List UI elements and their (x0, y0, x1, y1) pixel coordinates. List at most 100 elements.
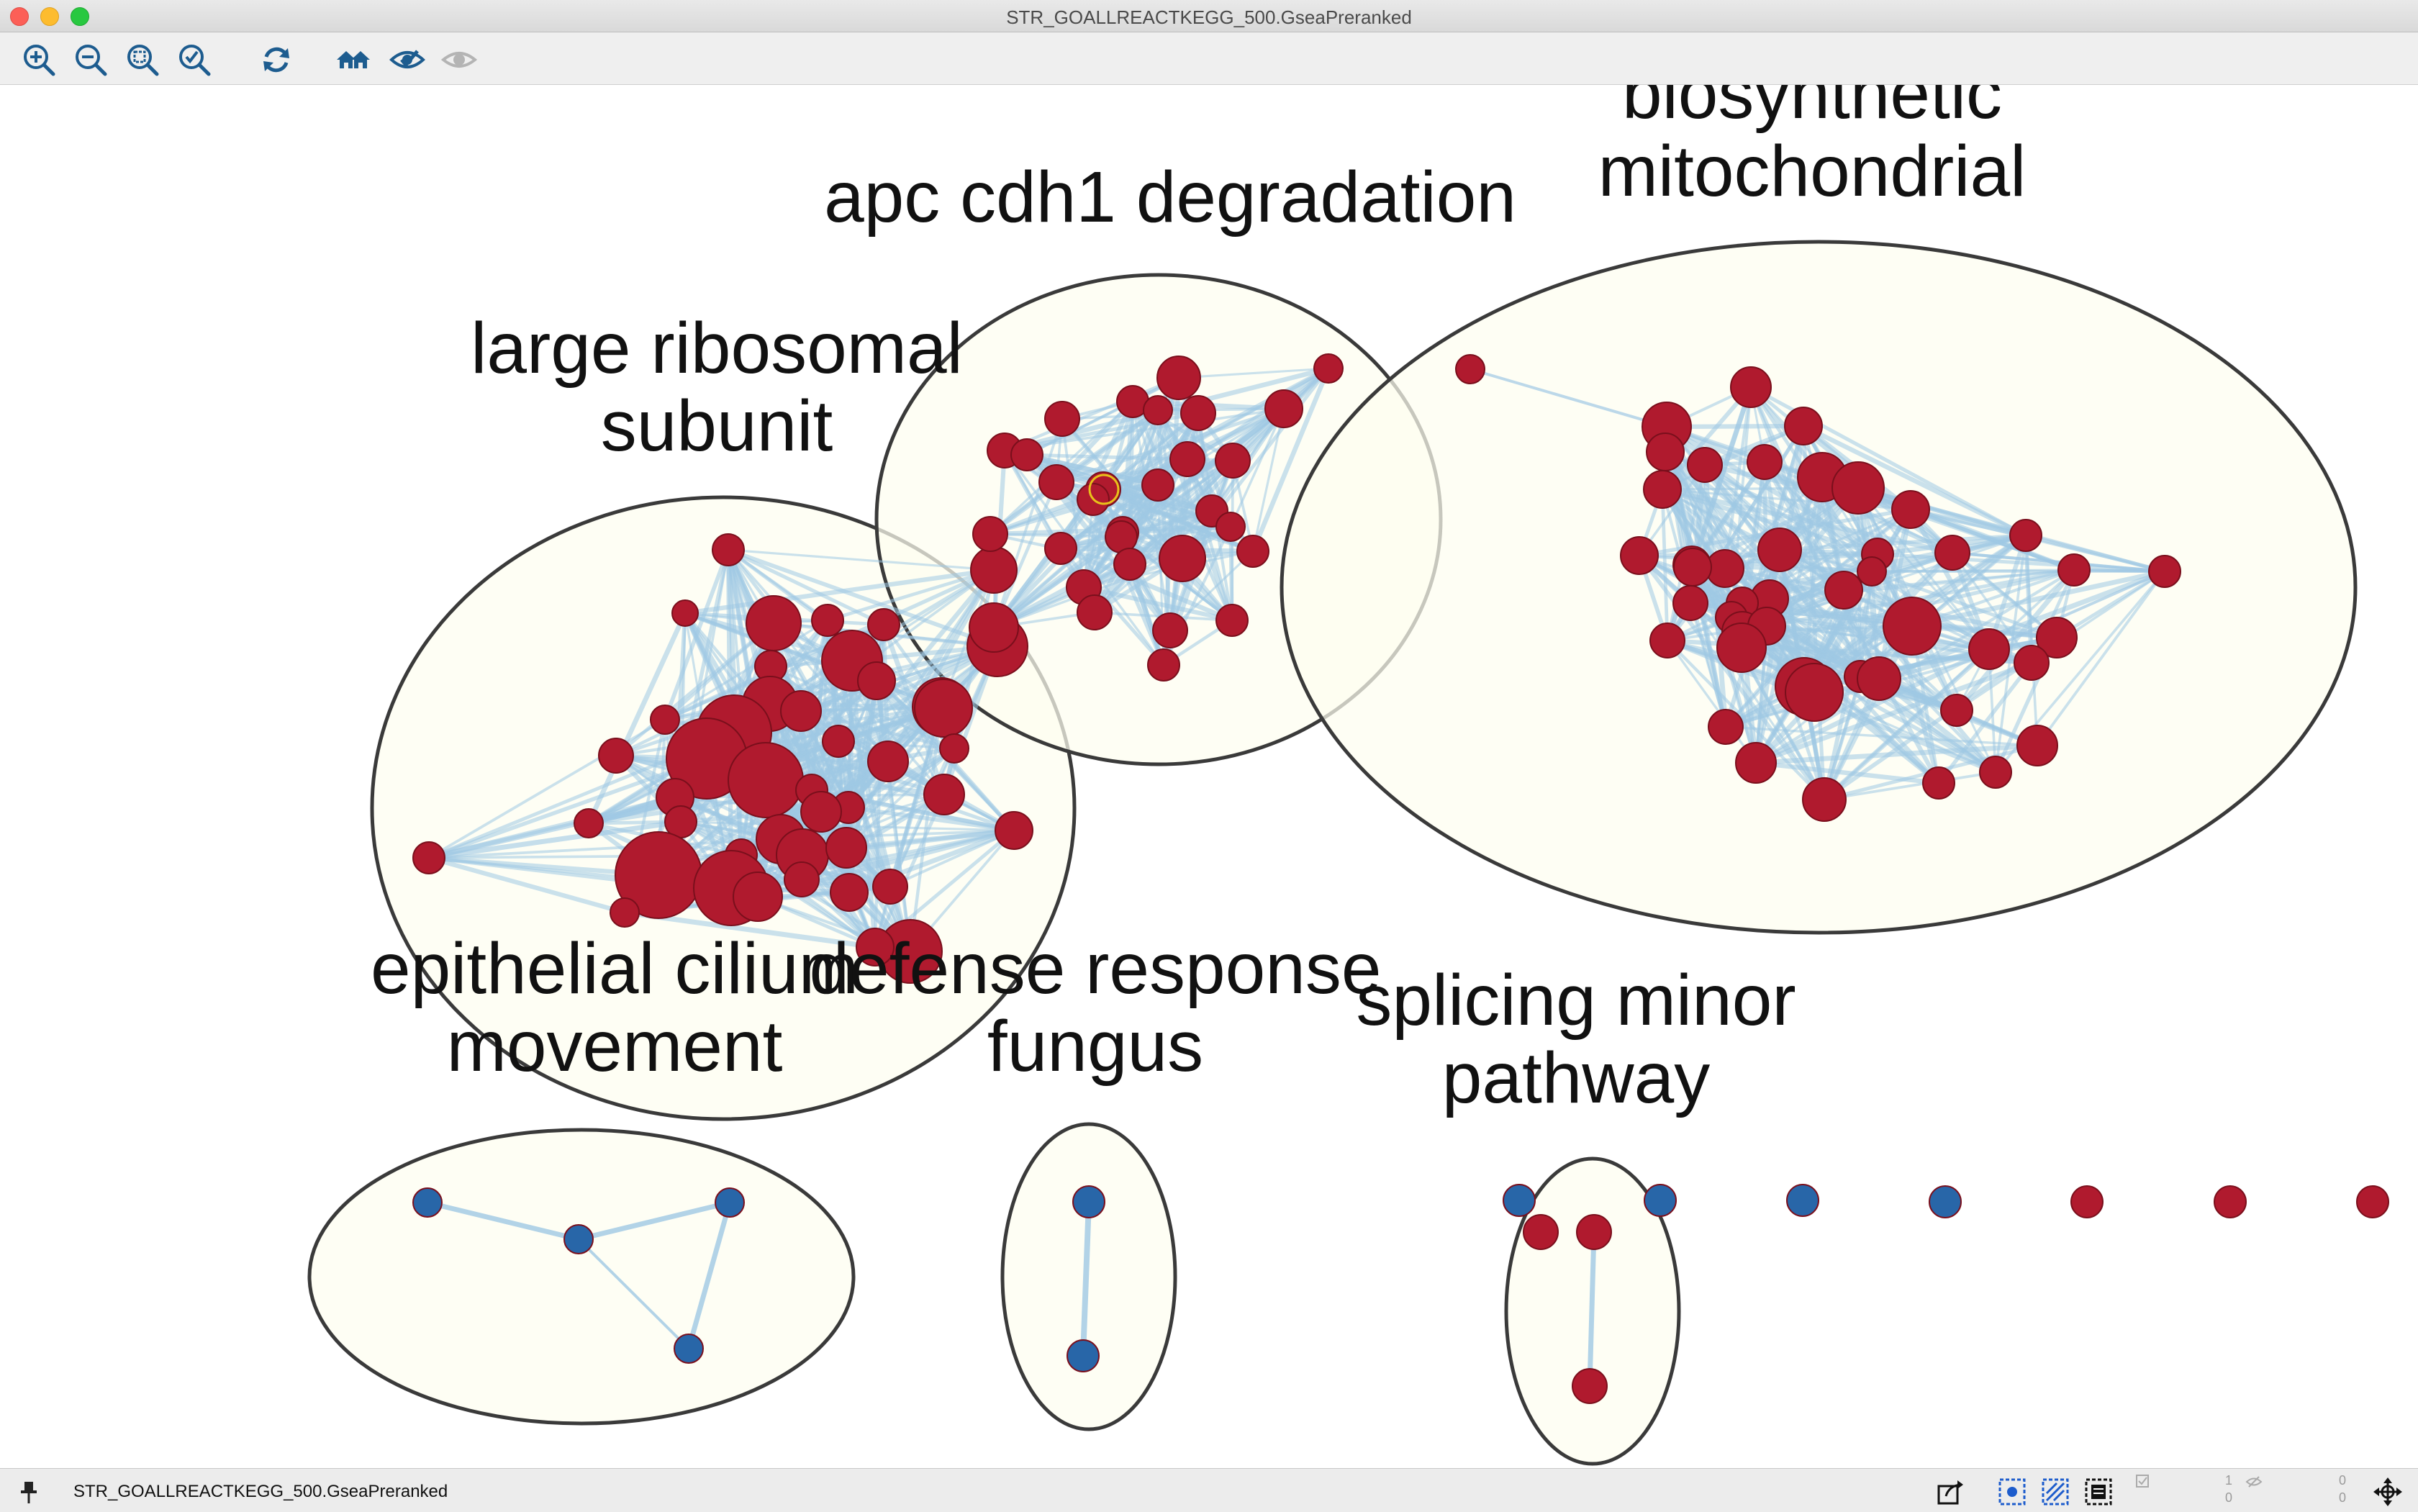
network-node[interactable] (1576, 1214, 1612, 1250)
show-button[interactable] (440, 41, 478, 78)
cluster-splicing-minor-label[interactable]: pathway (1442, 1038, 1710, 1118)
network-node[interactable] (1646, 433, 1685, 471)
network-canvas[interactable]: large ribosomal subunit apc cdh1 degradati… (0, 85, 2418, 1468)
cluster-large-ribosomal-label[interactable]: large ribosomal (471, 308, 963, 389)
pin-button[interactable] (13, 1476, 45, 1508)
zoom-selected-button[interactable] (176, 41, 213, 78)
network-node[interactable] (1180, 395, 1216, 431)
network-node[interactable] (598, 738, 634, 774)
network-node[interactable] (872, 869, 908, 905)
network-node[interactable] (970, 546, 1018, 594)
network-node[interactable] (822, 725, 855, 758)
network-node[interactable] (1891, 490, 1930, 529)
network-node[interactable] (923, 774, 965, 815)
network-node[interactable] (574, 808, 604, 838)
network-node[interactable] (972, 516, 1008, 552)
network-node[interactable] (1455, 354, 1485, 384)
network-node[interactable] (1747, 444, 1783, 480)
network-node[interactable] (1968, 628, 2010, 670)
network-node[interactable] (780, 690, 822, 732)
cluster-apc-cdh1-label[interactable]: apc cdh1 degradation (824, 157, 1516, 237)
network-node[interactable] (2036, 617, 2078, 658)
network-node[interactable] (2014, 645, 2050, 681)
network-node[interactable] (811, 604, 844, 637)
network-node[interactable] (969, 602, 1019, 653)
network-node[interactable] (1643, 470, 1682, 509)
network-node[interactable] (1143, 395, 1173, 425)
network-node[interactable] (733, 872, 783, 922)
cluster-defense-fungus-label[interactable]: fungus (987, 1006, 1203, 1087)
select-nodes-button[interactable] (1996, 1476, 2028, 1508)
network-node[interactable] (784, 861, 820, 897)
cluster-biosynthetic-mito-label[interactable]: mitochondrial (1598, 131, 2027, 212)
network-node[interactable] (1044, 401, 1080, 437)
network-node[interactable] (1620, 536, 1659, 575)
navigator-button[interactable] (2372, 1476, 2404, 1508)
network-node[interactable] (1264, 389, 1303, 428)
network-node[interactable] (830, 873, 869, 912)
network-node[interactable] (674, 1334, 704, 1364)
network-node[interactable] (1673, 548, 1712, 587)
network-node[interactable] (746, 595, 802, 651)
network-node[interactable] (1785, 663, 1844, 722)
cluster-defense-fungus-label[interactable]: defense response (809, 928, 1381, 1009)
network-node[interactable] (1572, 1368, 1608, 1404)
network-node[interactable] (1503, 1184, 1536, 1217)
network-node[interactable] (914, 679, 973, 738)
network-node[interactable] (1824, 571, 1863, 610)
network-node[interactable] (1644, 1184, 1677, 1217)
minimize-window-button[interactable] (40, 7, 59, 26)
network-node[interactable] (712, 533, 745, 566)
network-node[interactable] (1038, 464, 1074, 500)
network-node[interactable] (1649, 623, 1685, 658)
cluster-splicing-minor-label[interactable]: splicing minor (1356, 960, 1796, 1041)
network-node[interactable] (1169, 441, 1205, 477)
network-node[interactable] (1113, 548, 1146, 581)
network-node[interactable] (1716, 623, 1767, 673)
network-node[interactable] (1857, 656, 1901, 701)
network-node[interactable] (1152, 612, 1188, 648)
network-node[interactable] (2148, 555, 2181, 588)
network-node[interactable] (1215, 512, 1246, 542)
network-node[interactable] (2070, 1185, 2104, 1218)
network-node[interactable] (2009, 519, 2042, 552)
network-node[interactable] (1687, 447, 1723, 483)
network-node[interactable] (1313, 353, 1344, 384)
network-node[interactable] (1044, 532, 1077, 565)
network-node[interactable] (1757, 528, 1802, 572)
network-node[interactable] (1735, 742, 1777, 784)
select-annotations-button[interactable] (2083, 1476, 2114, 1508)
cluster-epithelial-cilium-label[interactable]: movement (447, 1006, 783, 1087)
network-node[interactable] (610, 897, 640, 928)
network-node[interactable] (563, 1224, 594, 1254)
cluster-large-ribosomal-label[interactable]: subunit (601, 386, 833, 466)
network-node[interactable] (1067, 1339, 1100, 1372)
network-node[interactable] (1979, 756, 2012, 789)
cluster-biosynthetic-mito-label[interactable]: biosynthetic (1622, 85, 2002, 134)
close-window-button[interactable] (10, 7, 29, 26)
network-node[interactable] (2356, 1185, 2389, 1218)
network-node[interactable] (1523, 1214, 1559, 1250)
network-node[interactable] (1857, 556, 1887, 587)
network-node[interactable] (1215, 604, 1249, 637)
network-node[interactable] (2016, 725, 2058, 766)
network-node[interactable] (1708, 709, 1744, 745)
network-node[interactable] (867, 741, 909, 782)
cluster-epithelial-cilium-shape[interactable] (307, 1128, 856, 1426)
network-node[interactable] (857, 661, 896, 700)
network-node[interactable] (1883, 597, 1942, 656)
network-node[interactable] (1147, 648, 1180, 682)
network-node[interactable] (715, 1187, 745, 1218)
network-node[interactable] (671, 599, 699, 627)
network-node[interactable] (2057, 553, 2091, 587)
export-button[interactable] (1934, 1476, 1966, 1508)
network-node[interactable] (412, 841, 445, 874)
network-node[interactable] (650, 705, 680, 735)
maximize-window-button[interactable] (71, 7, 89, 26)
network-node[interactable] (1922, 766, 1955, 800)
network-node[interactable] (728, 742, 804, 818)
network-node[interactable] (1010, 438, 1043, 471)
network-node[interactable] (1215, 443, 1251, 479)
network-node[interactable] (1159, 535, 1206, 582)
